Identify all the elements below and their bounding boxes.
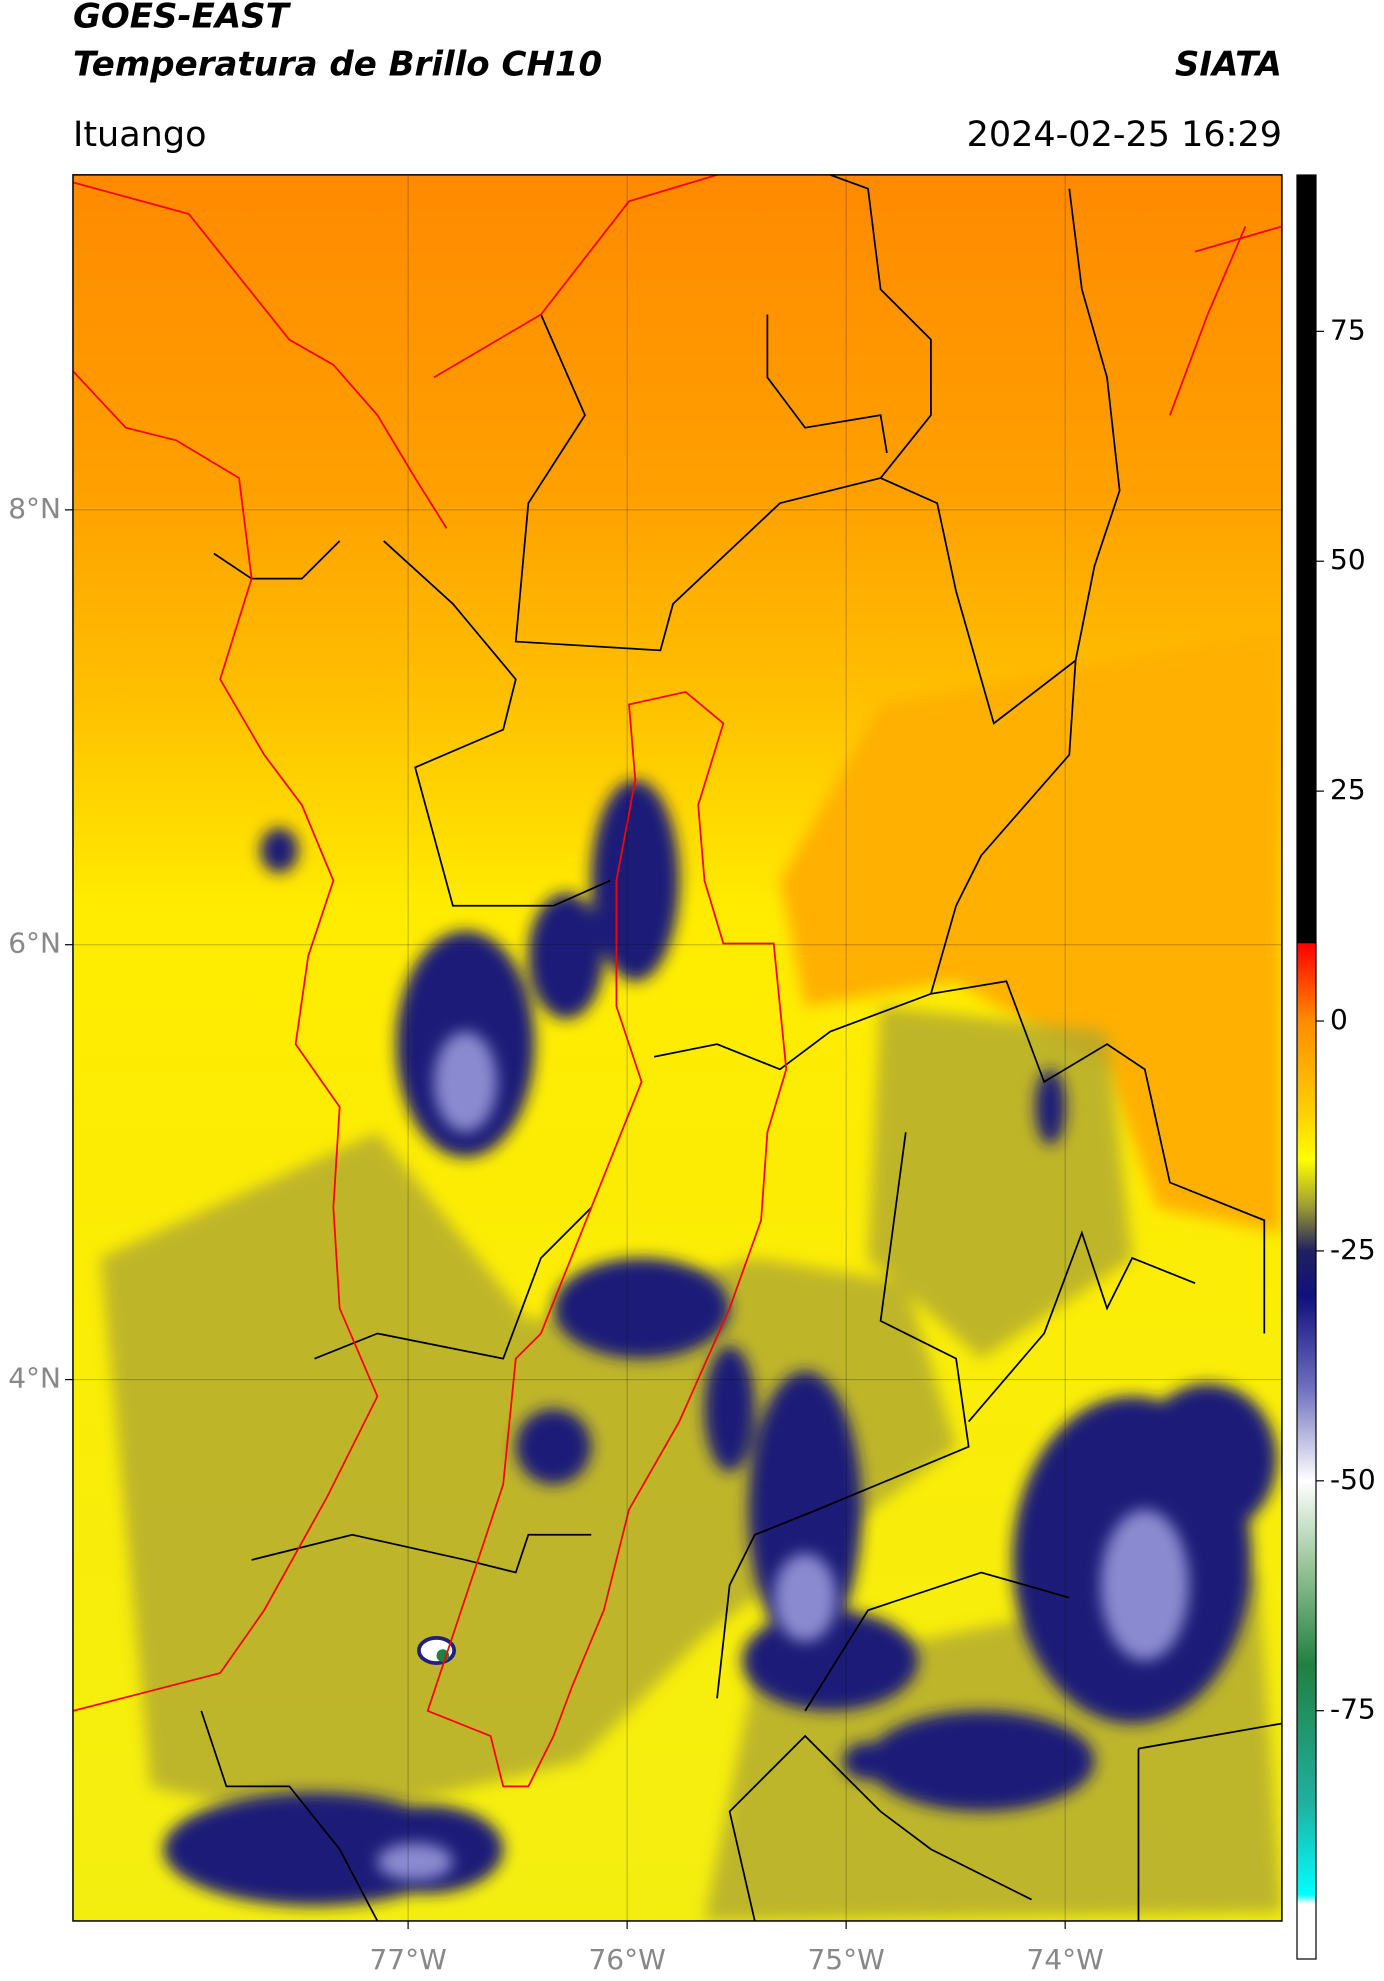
colorbar-label: 0 [1330, 1003, 1348, 1036]
lon-label: 77°W [369, 1943, 446, 1976]
map-shape [1138, 1383, 1277, 1535]
colorbar-label: -50 [1330, 1463, 1376, 1496]
map-shape [200, 174, 1282, 1921]
map-shape [742, 1610, 919, 1711]
map-shape [417, 1636, 457, 1665]
map-shape [383, 540, 611, 907]
map-shape [1035, 1069, 1066, 1145]
lon-label: 76°W [588, 1943, 665, 1976]
map-shape [653, 992, 932, 1071]
map-shape [314, 1207, 592, 1360]
map-shape [72, 174, 1283, 1922]
map-shape [260, 827, 299, 874]
colorbar-label: 50 [1330, 543, 1366, 576]
map-shape [515, 1408, 592, 1485]
map-shape [100, 1132, 957, 1825]
colorbar-label: 25 [1330, 773, 1366, 806]
map-shape [804, 1571, 1070, 1712]
map-shape [728, 1734, 1032, 1921]
map-shape [163, 779, 1277, 1906]
lon-label: 74°W [1027, 1943, 1104, 1976]
map-shape [591, 779, 680, 982]
map-image [72, 174, 1283, 1922]
graticule [73, 175, 1282, 1921]
map-shape [967, 1230, 1196, 1423]
lat-label: 8°N [8, 492, 61, 525]
map-shape [72, 174, 1282, 1788]
map-shape [377, 1031, 1189, 1881]
map-shape [1138, 1722, 1282, 1750]
map-shape [766, 314, 888, 454]
map-field [72, 174, 1282, 1921]
lon-label: 75°W [807, 1943, 884, 1976]
map-shape [704, 1346, 755, 1472]
map-shape [426, 690, 788, 1788]
location: Ituango [73, 115, 207, 155]
lat-label: 6°N [8, 927, 61, 960]
map-shape [1100, 1509, 1189, 1661]
colorbar-label: -25 [1330, 1233, 1376, 1266]
timestamp: 2024-02-25 16:29 [967, 115, 1282, 155]
map-shape [377, 1842, 453, 1881]
map-shape [200, 1710, 379, 1921]
map-shape [868, 1006, 1133, 1359]
map-shape [716, 1132, 970, 1699]
map-shape [213, 540, 341, 580]
map-shape [929, 660, 1266, 1334]
map-shape [779, 629, 1282, 1233]
colorbar-label: -75 [1330, 1693, 1376, 1726]
map-shape [553, 1258, 730, 1359]
map-shape [773, 1553, 837, 1642]
map-shape [434, 1031, 497, 1133]
map-shape [72, 174, 718, 529]
map-shape [514, 188, 1121, 725]
map-shape [72, 370, 379, 1712]
map-shape [251, 1533, 592, 1574]
colorbar-label: 75 [1330, 313, 1366, 346]
map-shape [842, 1742, 894, 1781]
colorbar [1296, 174, 1317, 1960]
map-shape [1169, 225, 1282, 416]
map-shape [528, 893, 604, 1019]
title: GOES-EAST [73, 0, 292, 37]
brand: SIATA [1175, 45, 1282, 85]
subtitle: Temperatura de Brillo CH10 [73, 45, 602, 85]
map-shape [868, 1710, 1095, 1812]
map-shape [829, 174, 932, 479]
lat-label: 4°N [8, 1362, 61, 1395]
